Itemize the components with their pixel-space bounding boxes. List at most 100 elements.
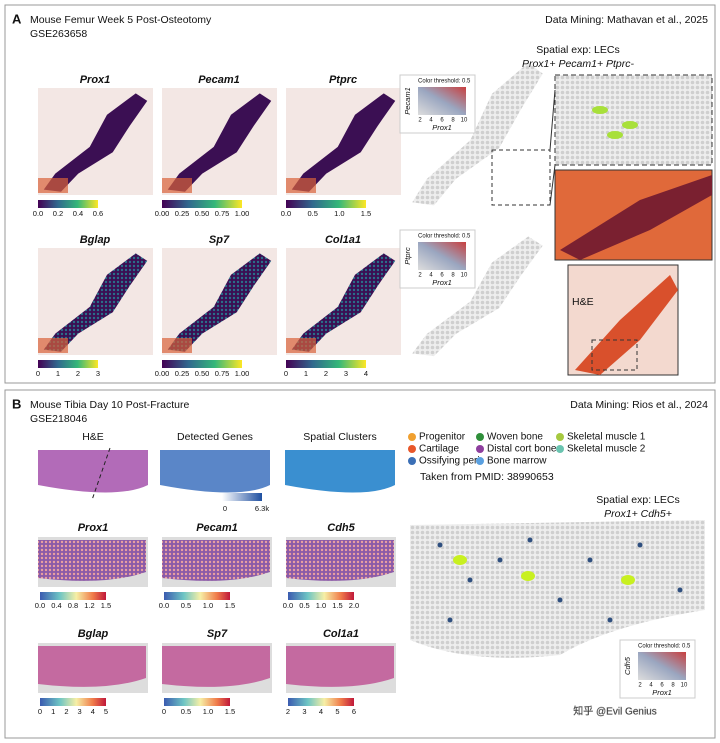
colorbar-tick: 1.0 <box>316 601 326 610</box>
colorbar-tick: 0.5 <box>299 601 309 610</box>
tissue <box>43 253 148 352</box>
colorbar-tick: 6 <box>352 707 356 716</box>
colorbar-tick: 1.5 <box>332 601 342 610</box>
gene-label: Cdh5 <box>327 522 355 534</box>
legend-tick: 10 <box>461 273 468 279</box>
colorbar-tick: 0.00 <box>155 369 170 378</box>
colorbar-tick: 2 <box>64 707 68 716</box>
legend-y-label: Pecam1 <box>403 87 412 115</box>
legend-y-label: Cdh5 <box>623 656 632 675</box>
panel-letter: B <box>12 396 21 411</box>
colorbar <box>164 698 230 706</box>
colorbar-tick: 0.0 <box>33 209 43 218</box>
overview-label: Detected Genes <box>177 431 253 443</box>
colorbar-tick: 1.00 <box>235 209 250 218</box>
colorbar-tick: 0.8 <box>68 601 78 610</box>
tissue <box>291 93 396 192</box>
highlight-spot <box>521 571 535 581</box>
tissue-edge <box>162 338 192 353</box>
gene-label: Prox1 <box>78 522 109 534</box>
legend-tick: 8 <box>671 683 675 689</box>
colorbar-tick: 0.4 <box>73 209 83 218</box>
cluster-label: Skeletal muscle 1 <box>567 432 646 443</box>
cluster-label: Progenitor <box>419 432 466 443</box>
colorbar-tick: 0.6 <box>93 209 103 218</box>
colorbar-tick: 6.3k <box>255 504 269 513</box>
data-source: Data Mining: Rios et al., 2024 <box>570 399 708 411</box>
colorbar-tick: 0.25 <box>175 209 190 218</box>
legend-tick: 2 <box>418 118 422 124</box>
colorbar-tick: 1 <box>56 369 60 378</box>
colorbar <box>164 592 230 600</box>
tissue-edge <box>38 338 68 353</box>
cluster-label: Distal cort bone <box>487 444 557 455</box>
colorbar-tick: 0.50 <box>195 209 210 218</box>
spot <box>447 617 453 623</box>
spatial-title: Spatial exp: LECs <box>596 494 679 506</box>
cluster-swatch <box>476 457 484 465</box>
colorbar-tick: 0.5 <box>181 601 191 610</box>
legend-tick: 2 <box>418 273 422 279</box>
colorbar-tick: 0 <box>38 707 42 716</box>
colorbar <box>288 698 354 706</box>
colorbar-tick: 0.4 <box>51 601 61 610</box>
zoom-line <box>549 89 556 151</box>
gene-label: Prox1 <box>80 74 111 86</box>
cluster-swatch <box>556 433 564 441</box>
gene-label: Bglap <box>78 628 109 640</box>
colorbar-tick: 2 <box>286 707 290 716</box>
tissue-edge <box>38 178 68 193</box>
overview-image <box>285 450 395 493</box>
tissue <box>162 540 270 581</box>
colorbar <box>162 200 242 208</box>
panel-title: Mouse Tibia Day 10 Post-Fracture <box>30 399 189 411</box>
gene-label: Sp7 <box>209 234 230 246</box>
accession: GSE263658 <box>30 28 87 40</box>
panel-letter: A <box>12 11 22 26</box>
zoom-box <box>491 149 551 206</box>
zoom-inset <box>554 74 713 166</box>
spatial-title: Spatial exp: LECs <box>536 44 619 56</box>
colorbar <box>40 698 106 706</box>
cluster-swatch <box>408 457 416 465</box>
spot <box>557 597 563 603</box>
panel-frame <box>4 389 716 739</box>
tissue <box>412 236 543 357</box>
tissue <box>38 646 146 687</box>
colorbar-tick: 3 <box>344 369 348 378</box>
cluster-swatch <box>408 433 416 441</box>
overview-image <box>38 450 148 493</box>
tissue-edge <box>286 178 316 193</box>
legend-tick: 2 <box>638 683 642 689</box>
highlight-spot <box>622 121 638 129</box>
colorbar-tick: 0.0 <box>35 601 45 610</box>
colorbar-tick: 3 <box>302 707 306 716</box>
tissue <box>286 540 394 581</box>
colorbar-tick: 4 <box>91 707 95 716</box>
colorbar-tick: 0.0 <box>159 601 169 610</box>
legend-tick: 6 <box>440 118 444 124</box>
spot <box>437 542 443 548</box>
colorbar-tick: 1.5 <box>361 209 371 218</box>
legend-tick: 4 <box>429 273 433 279</box>
colorbar <box>288 592 354 600</box>
tissue <box>167 93 272 192</box>
legend-tick: 8 <box>451 118 455 124</box>
watermark: 知乎 @Evil Genius <box>573 705 657 718</box>
colorbar-tick: 1.0 <box>334 209 344 218</box>
tissue <box>291 253 396 352</box>
legend-tick: 6 <box>660 683 664 689</box>
colorbar-tick: 0.0 <box>281 209 291 218</box>
cluster-label: Skeletal muscle 2 <box>567 444 646 455</box>
he-tissue <box>575 275 678 375</box>
colorbar-tick: 1 <box>51 707 55 716</box>
legend-tick: 8 <box>451 273 455 279</box>
cluster-swatch <box>476 445 484 453</box>
colorbar <box>222 493 262 501</box>
colorbar <box>38 200 98 208</box>
colorbar-tick: 0.75 <box>215 209 230 218</box>
colorbar-tick: 1.5 <box>101 601 111 610</box>
cluster-swatch <box>408 445 416 453</box>
spot <box>607 617 613 623</box>
